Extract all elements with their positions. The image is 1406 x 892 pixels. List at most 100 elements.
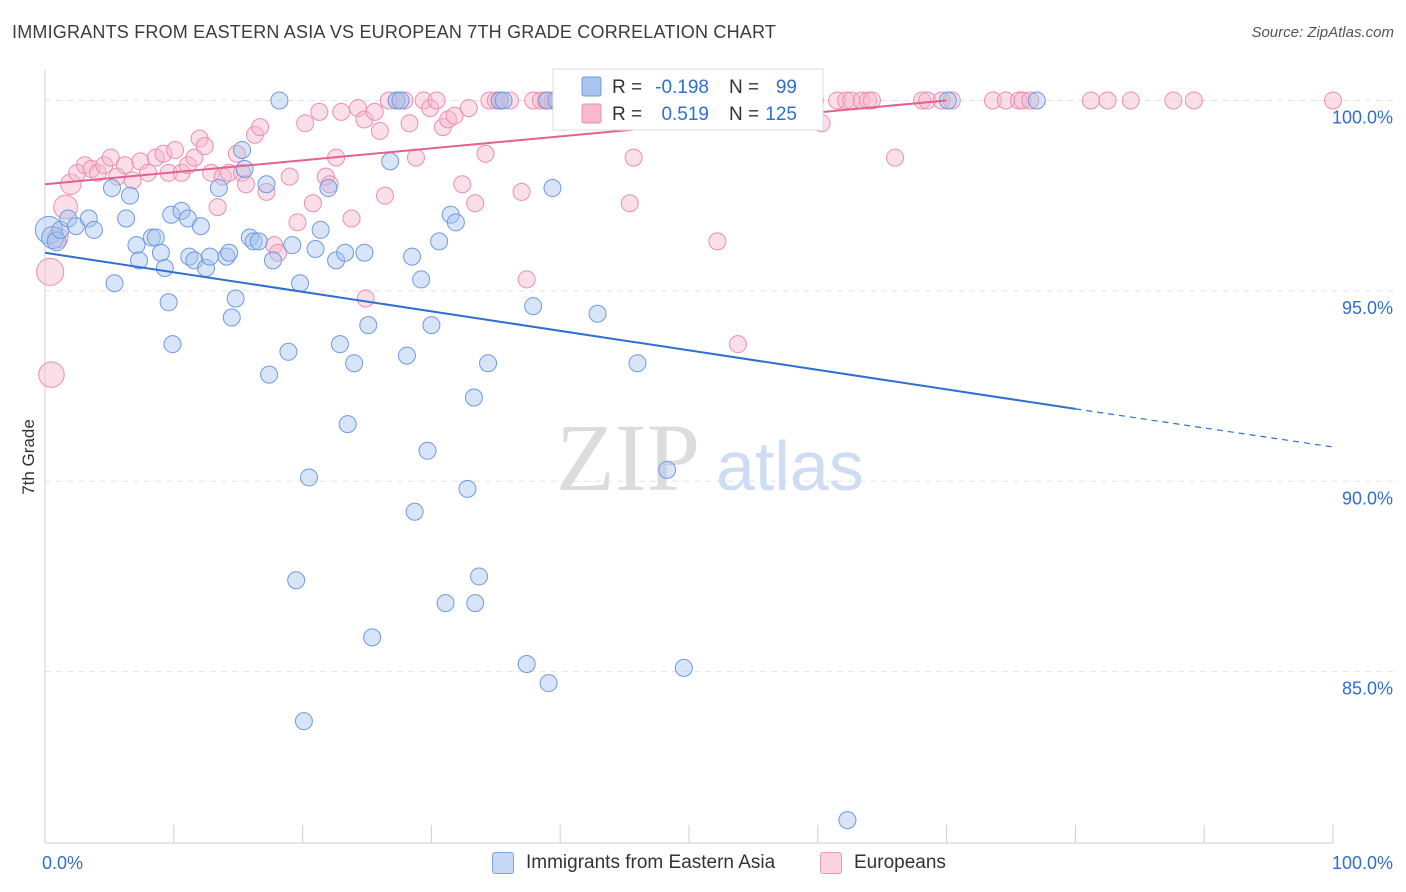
data-point-eastern-asia [330, 335, 349, 354]
data-point-europeans [370, 121, 389, 140]
data-point-eastern-asia [658, 460, 677, 479]
watermark-atlas: atlas [716, 427, 864, 505]
y-tick-label: 90.0% [1342, 488, 1393, 508]
data-point-europeans [1021, 91, 1040, 110]
data-point-europeans [918, 91, 937, 110]
data-point-eastern-asia [159, 293, 178, 312]
data-point-eastern-asia [220, 243, 239, 262]
data-point-europeans [236, 175, 255, 194]
stats-swatch-pink [581, 103, 602, 124]
data-point-europeans [166, 140, 185, 159]
data-point-europeans [445, 106, 464, 125]
data-point-eastern-asia [387, 91, 406, 110]
data-point-eastern-asia [146, 228, 165, 247]
data-point-eastern-asia [172, 201, 191, 220]
data-point-europeans [512, 182, 531, 201]
data-point-eastern-asia [466, 594, 485, 613]
data-point-europeans [355, 110, 374, 129]
data-point-europeans [406, 148, 425, 167]
data-point-europeans [296, 114, 315, 133]
stats-n-value: 125 [765, 104, 797, 125]
data-point-europeans [708, 232, 727, 251]
stats-r-value: 0.519 [661, 104, 709, 125]
x-axis-ticks [44, 825, 1334, 843]
legend-label: Immigrants from Eastern Asia [526, 852, 776, 873]
data-point-eastern-asia [130, 251, 149, 270]
trend-line-eastern-asia-extension [1075, 408, 1334, 448]
data-point-europeans [348, 99, 367, 118]
data-point-europeans [178, 156, 197, 175]
stats-r-label: R = [612, 104, 642, 125]
data-point-eastern-asia [345, 354, 364, 373]
data-point-eastern-asia [249, 232, 268, 251]
data-point-eastern-asia [222, 308, 241, 327]
data-point-europeans [427, 91, 446, 110]
stats-n-label: N = [729, 104, 759, 125]
data-point-europeans [1164, 91, 1183, 110]
data-point-eastern-asia [46, 231, 67, 252]
data-point-eastern-asia [257, 175, 276, 194]
data-point-europeans [257, 182, 276, 201]
trend-line-eastern-asia [44, 251, 1076, 410]
data-point-europeans [154, 144, 173, 163]
data-point-eastern-asia [142, 228, 161, 247]
data-point-eastern-asia [311, 220, 330, 239]
legend-item-eastern-asia: Immigrants from Eastern Asia [492, 852, 775, 874]
data-point-europeans [53, 194, 79, 220]
stats-swatch-blue [581, 76, 602, 97]
x-tick-label-max: 100.0% [1332, 853, 1393, 873]
gridlines [45, 99, 1393, 673]
data-point-europeans [356, 289, 375, 308]
data-point-eastern-asia [191, 217, 210, 236]
data-point-europeans [886, 148, 905, 167]
stats-legend: R = -0.198 N = 99 R = 0.519 N = 125 [552, 68, 824, 131]
data-point-europeans [480, 91, 499, 110]
data-point-eastern-asia [291, 274, 310, 293]
data-point-europeans [95, 156, 114, 175]
data-point-eastern-asia [391, 91, 410, 110]
data-point-europeans [862, 91, 881, 110]
data-point-eastern-asia [524, 297, 543, 316]
data-point-europeans [123, 171, 142, 190]
data-point-eastern-asia [422, 316, 441, 335]
data-point-eastern-asia [102, 179, 121, 198]
data-point-europeans [1121, 91, 1140, 110]
data-point-eastern-asia [263, 251, 282, 270]
data-point-eastern-asia [458, 479, 477, 498]
data-point-europeans [624, 148, 643, 167]
data-point-europeans [280, 167, 299, 186]
data-point-eastern-asia [244, 232, 263, 251]
data-point-europeans [310, 102, 329, 121]
data-point-europeans [185, 148, 204, 167]
data-point-eastern-asia [403, 247, 422, 266]
data-point-eastern-asia [59, 209, 78, 228]
data-point-eastern-asia [1027, 91, 1046, 110]
data-point-europeans [115, 156, 134, 175]
data-point-europeans [913, 91, 932, 110]
stats-n-value: 99 [776, 77, 797, 98]
data-point-europeans [376, 186, 395, 205]
data-point-europeans [332, 102, 351, 121]
data-point-eastern-asia [336, 243, 355, 262]
data-point-europeans [400, 114, 419, 133]
data-point-eastern-asia [412, 270, 431, 289]
legend-swatch-pink [820, 852, 842, 874]
data-point-europeans [859, 91, 878, 110]
data-point-eastern-asia [287, 571, 306, 590]
data-point-europeans [220, 163, 239, 182]
data-point-europeans [1184, 91, 1203, 110]
data-point-eastern-asia [105, 274, 124, 293]
data-point-europeans [288, 213, 307, 232]
data-point-europeans [486, 91, 505, 110]
y-tick-label: 95.0% [1342, 298, 1393, 318]
data-point-eastern-asia [405, 502, 424, 521]
data-point-eastern-asia [539, 674, 558, 693]
data-point-eastern-asia [397, 346, 416, 365]
data-point-europeans [1013, 91, 1032, 110]
y-tick-label: 100.0% [1332, 107, 1393, 127]
series-eastern-asia [34, 91, 1046, 830]
data-point-europeans [1081, 91, 1100, 110]
data-point-eastern-asia [338, 415, 357, 434]
data-point-eastern-asia [464, 388, 483, 407]
data-point-europeans [365, 102, 384, 121]
